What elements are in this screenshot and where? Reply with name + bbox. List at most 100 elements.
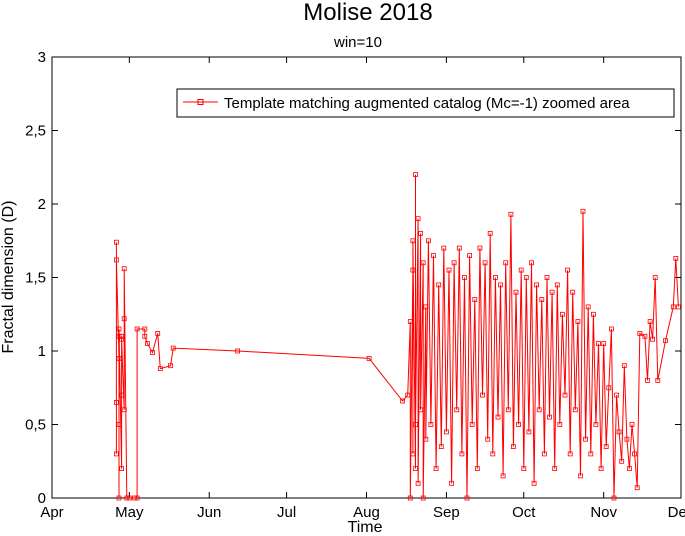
data-point <box>121 316 127 322</box>
data-point <box>611 495 617 501</box>
y-tick-label: 1 <box>38 343 46 360</box>
data-point <box>583 436 588 442</box>
data-point <box>462 275 467 280</box>
data-point <box>423 304 429 310</box>
data-point <box>673 255 679 261</box>
data-point <box>168 363 174 369</box>
chart-subtitle: win=10 <box>333 34 382 51</box>
legend: Template matching augmented catalog (Mc=… <box>176 88 675 118</box>
data-point <box>652 275 658 280</box>
data-point <box>539 297 545 302</box>
data-point <box>126 495 132 501</box>
data-point <box>114 399 119 405</box>
data-point <box>642 333 648 339</box>
y-axis: 0 0,5 1 1,5 2 2,5 3 <box>25 49 681 507</box>
y-tick-label: 2,5 <box>25 123 46 140</box>
data-point <box>415 480 421 486</box>
x-tick-label: Nov <box>590 504 617 521</box>
data-point <box>505 407 511 413</box>
data-point <box>645 377 650 383</box>
y-tick-label: 3 <box>38 49 46 66</box>
plot-frame <box>51 56 682 499</box>
data-point <box>157 366 163 372</box>
data-point <box>410 267 416 273</box>
data-point <box>676 304 681 310</box>
data-point <box>134 495 140 501</box>
data-point <box>624 436 630 442</box>
data-point <box>516 422 521 427</box>
data-point <box>552 466 558 472</box>
data-point <box>490 451 496 457</box>
data-point <box>542 451 547 457</box>
data-point <box>119 336 124 342</box>
data-point <box>650 336 655 342</box>
data-point <box>464 495 470 501</box>
x-tick-label: Apr <box>40 504 63 521</box>
data-point <box>614 392 619 398</box>
data-point <box>116 495 122 501</box>
data-point <box>443 429 449 435</box>
data-point <box>420 495 426 501</box>
data-point <box>235 348 241 354</box>
series-line <box>115 174 679 499</box>
data-point <box>549 289 555 295</box>
data-point <box>150 350 155 355</box>
data-point <box>508 211 514 217</box>
data-point <box>627 466 632 472</box>
data-point <box>526 429 532 435</box>
data-point <box>142 326 148 332</box>
data-point <box>616 429 622 435</box>
data-point <box>596 341 601 347</box>
data-point <box>454 407 460 413</box>
data-point <box>637 330 643 336</box>
x-tick-label: Aug <box>353 504 380 521</box>
data-point <box>591 311 596 317</box>
data-point <box>420 260 426 266</box>
data-point <box>413 466 418 472</box>
data-point <box>134 326 140 332</box>
data-point <box>410 451 416 457</box>
data-point <box>513 289 519 295</box>
y-tick-label: 1,5 <box>25 270 46 287</box>
data-point <box>407 319 413 325</box>
data-point <box>474 466 480 472</box>
legend-box <box>176 88 675 118</box>
data-point <box>544 275 550 280</box>
data-point <box>619 458 625 464</box>
data-point <box>536 407 542 413</box>
data-point <box>431 253 436 258</box>
data-point <box>547 414 552 420</box>
data-point <box>477 245 483 251</box>
data-point <box>585 304 591 310</box>
data-point <box>580 208 586 214</box>
data-point <box>441 245 447 251</box>
x-axis: Apr May Jun Jul Aug Sep Oct Nov Dec <box>40 57 685 521</box>
data-point <box>446 267 452 273</box>
data-point <box>603 444 609 450</box>
x-tick-label: Jun <box>197 504 221 521</box>
data-point <box>425 238 431 244</box>
data-point <box>510 444 516 450</box>
data-point <box>670 304 676 310</box>
y-axis-label: Fractal dimension (D) <box>0 201 17 354</box>
data-point <box>114 257 119 263</box>
data-point <box>116 355 122 361</box>
data-point <box>531 480 537 486</box>
data-point <box>492 275 498 280</box>
data-point <box>456 245 462 251</box>
data-point <box>407 495 413 501</box>
data-point <box>155 330 161 336</box>
data-point <box>609 326 614 332</box>
data-point <box>529 260 534 266</box>
chart-title: Molise 2018 <box>303 0 432 26</box>
data-point <box>114 451 119 457</box>
data-point <box>621 363 627 369</box>
data-point <box>521 466 527 472</box>
data-point <box>570 289 576 295</box>
data-point <box>655 377 661 383</box>
data-point <box>144 341 150 347</box>
data-point <box>593 422 599 427</box>
data-point <box>534 282 539 288</box>
data-point <box>119 333 124 339</box>
